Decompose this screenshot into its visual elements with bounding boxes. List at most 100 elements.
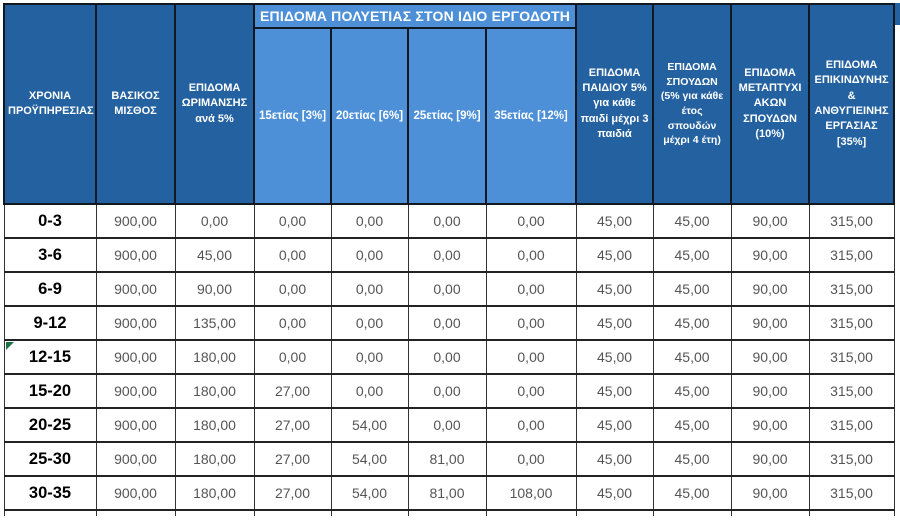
value-cell[interactable]: 180,00 — [174, 407, 255, 443]
value-cell[interactable]: 0,00 — [330, 373, 409, 409]
group-header-polyetia-allowance[interactable]: ΕΠΙΔΟΜΑ ΠΟΛΥΕΤΙΑΣ ΣΤΟΝ ΙΔΙΟ ΕΡΓΟΔΟΤΗ — [252, 3, 578, 29]
value-cell[interactable]: 180,00 — [174, 475, 255, 511]
value-cell[interactable]: 180,00 — [174, 373, 255, 409]
value-cell[interactable]: 90,00 — [730, 237, 810, 273]
value-cell[interactable]: 90,00 — [730, 305, 810, 341]
value-cell[interactable]: 0,00 — [253, 237, 332, 273]
years-cell[interactable]: 12-15 — [3, 339, 97, 375]
value-cell[interactable]: 27,00 — [253, 407, 332, 443]
value-cell[interactable]: 900,00 — [95, 475, 176, 511]
value-cell[interactable]: 0,00 — [253, 305, 332, 341]
value-cell[interactable]: 45,00 — [575, 203, 654, 239]
value-cell[interactable]: 0,00 — [407, 339, 487, 375]
value-cell[interactable]: 90,00 — [730, 475, 810, 511]
col-header-35-years[interactable]: 35ετίας [12%] — [484, 27, 578, 205]
value-cell[interactable]: 0,00 — [485, 373, 577, 409]
value-cell[interactable]: 180,00 — [174, 441, 255, 477]
years-cell[interactable]: 9-12 — [3, 305, 97, 341]
value-cell[interactable]: 315,00 — [808, 237, 895, 273]
value-cell[interactable]: 135,00 — [174, 305, 255, 341]
value-cell[interactable]: 315,00 — [808, 271, 895, 307]
value-cell[interactable]: 0,00 — [253, 271, 332, 307]
value-cell[interactable]: 45,00 — [174, 237, 255, 273]
value-cell[interactable]: 0,00 — [407, 373, 487, 409]
value-cell[interactable]: 45,00 — [575, 271, 654, 307]
value-cell[interactable]: 54,00 — [330, 407, 409, 443]
value-cell[interactable]: 180,00 — [174, 339, 255, 375]
value-cell[interactable]: 45,00 — [652, 271, 732, 307]
value-cell[interactable]: 0,00 — [485, 407, 577, 443]
value-cell[interactable]: 45,00 — [575, 407, 654, 443]
value-cell[interactable]: 315,00 — [808, 305, 895, 341]
value-cell[interactable]: 0,00 — [485, 203, 577, 239]
value-cell[interactable]: 81,00 — [407, 441, 487, 477]
value-cell[interactable]: 0,00 — [485, 271, 577, 307]
col-header-child-allowance[interactable]: ΕΠΙΔΟΜΑ ΠΑΙΔΙΟΥ 5% για κάθε παιδί μέχρι … — [575, 3, 655, 205]
years-cell[interactable]: 20-25 — [3, 407, 97, 443]
value-cell[interactable]: 0,00 — [485, 237, 577, 273]
years-cell[interactable]: 0-3 — [3, 203, 97, 239]
value-cell[interactable]: 54,00 — [330, 475, 409, 511]
value-cell[interactable]: 900,00 — [95, 441, 176, 477]
value-cell[interactable]: 0,00 — [330, 339, 409, 375]
value-cell[interactable]: 27,00 — [253, 441, 332, 477]
value-cell[interactable]: 0,00 — [330, 271, 409, 307]
value-cell[interactable]: 90,00 — [730, 203, 810, 239]
value-cell[interactable]: 45,00 — [652, 407, 732, 443]
years-cell[interactable]: 6-9 — [3, 271, 97, 307]
col-header-maturity-allowance[interactable]: ΕΠΙΔΟΜΑ ΩΡΙΜΑΝΣΗΣ ανά 5% — [174, 3, 255, 205]
value-cell[interactable]: 315,00 — [808, 339, 895, 375]
value-cell[interactable]: 45,00 — [575, 237, 654, 273]
value-cell[interactable]: 0,00 — [407, 271, 487, 307]
value-cell[interactable]: 108,00 — [485, 475, 577, 511]
value-cell[interactable]: 0,00 — [407, 237, 487, 273]
years-cell[interactable]: 3-6 — [3, 237, 97, 273]
value-cell[interactable]: 900,00 — [95, 203, 176, 239]
value-cell[interactable]: 0,00 — [407, 305, 487, 341]
value-cell[interactable]: 0,00 — [253, 339, 332, 375]
value-cell[interactable]: 45,00 — [652, 441, 732, 477]
col-header-20-years[interactable]: 20ετίας [6%] — [330, 27, 409, 205]
col-header-studies-allowance[interactable]: ΕΠΙΔΟΜΑ ΣΠΟΥΔΩΝ (5% για κάθε έτος σπουδώ… — [652, 3, 733, 205]
value-cell[interactable]: 900,00 — [95, 305, 176, 341]
value-cell[interactable]: 315,00 — [808, 203, 895, 239]
value-cell[interactable]: 81,00 — [407, 475, 487, 511]
col-header-postgraduate-allowance[interactable]: ΕΠΙΔΟΜΑ ΜΕΤΑΠΤΥΧΙΑΚΩΝ ΣΠΟΥΔΩΝ (10%) — [730, 3, 811, 205]
value-cell[interactable]: 315,00 — [808, 475, 895, 511]
value-cell[interactable]: 54,00 — [330, 441, 409, 477]
value-cell[interactable]: 0,00 — [330, 203, 409, 239]
value-cell[interactable]: 900,00 — [95, 237, 176, 273]
value-cell[interactable]: 45,00 — [575, 475, 654, 511]
col-header-25-years[interactable]: 25ετίας [9%] — [407, 27, 487, 205]
years-cell[interactable]: 25-30 — [3, 441, 97, 477]
value-cell[interactable]: 0,00 — [407, 407, 487, 443]
value-cell[interactable]: 90,00 — [174, 271, 255, 307]
value-cell[interactable]: 90,00 — [730, 271, 810, 307]
value-cell[interactable]: 0,00 — [407, 203, 487, 239]
value-cell[interactable]: 45,00 — [652, 339, 732, 375]
value-cell[interactable]: 45,00 — [575, 305, 654, 341]
value-cell[interactable]: 45,00 — [652, 203, 732, 239]
value-cell[interactable]: 90,00 — [730, 441, 810, 477]
value-cell[interactable]: 900,00 — [95, 407, 176, 443]
value-cell[interactable]: 27,00 — [253, 475, 332, 511]
value-cell[interactable]: 900,00 — [95, 271, 176, 307]
value-cell[interactable]: 900,00 — [95, 373, 176, 409]
value-cell[interactable]: 45,00 — [652, 305, 732, 341]
value-cell[interactable]: 0,00 — [253, 203, 332, 239]
value-cell[interactable]: 45,00 — [575, 441, 654, 477]
value-cell[interactable]: 90,00 — [730, 407, 810, 443]
value-cell[interactable]: 0,00 — [330, 237, 409, 273]
years-cell[interactable]: 30-35 — [3, 475, 97, 511]
value-cell[interactable]: 27,00 — [253, 373, 332, 409]
col-header-years-of-service[interactable]: ΧΡΟΝΙΑ ΠΡΟΫΠΗΡΕΣΙΑΣ — [3, 3, 97, 205]
value-cell[interactable]: 0,00 — [485, 441, 577, 477]
col-header-basic-salary[interactable]: ΒΑΣΙΚΟΣ ΜΙΣΘΟΣ — [95, 3, 176, 205]
value-cell[interactable]: 315,00 — [808, 373, 895, 409]
value-cell[interactable]: 45,00 — [575, 373, 654, 409]
col-header-15-years[interactable]: 15ετίας [3%] — [253, 27, 332, 205]
value-cell[interactable]: 315,00 — [808, 407, 895, 443]
value-cell[interactable]: 0,00 — [174, 203, 255, 239]
value-cell[interactable]: 45,00 — [652, 237, 732, 273]
value-cell[interactable]: 45,00 — [575, 339, 654, 375]
